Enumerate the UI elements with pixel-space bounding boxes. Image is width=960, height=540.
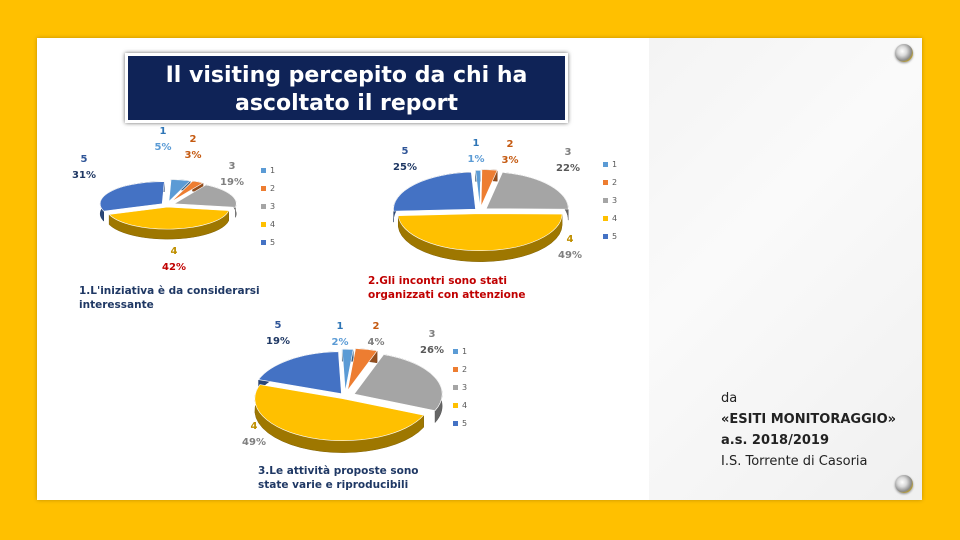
pie-1-legend-swatch bbox=[261, 222, 266, 227]
pie-2-slice-2 bbox=[480, 169, 498, 207]
pie-2-legend-label: 2 bbox=[612, 178, 617, 187]
pie-1-category-label: 3 bbox=[229, 161, 236, 172]
pie-3-category-label: 2 bbox=[373, 321, 380, 332]
pie-1-legend-label: 3 bbox=[270, 202, 275, 211]
pie-1-slice-3 bbox=[173, 184, 237, 208]
pie-1-slice-5 bbox=[99, 181, 165, 212]
pie-1-legend-swatch bbox=[261, 186, 266, 191]
pie-1-legend-label: 2 bbox=[270, 184, 275, 193]
pie-1-value-label: 19% bbox=[220, 177, 244, 188]
pie-3-value-label: 26% bbox=[420, 345, 444, 356]
pie-3-legend-label: 4 bbox=[462, 401, 467, 410]
pie-2-value-label: 22% bbox=[556, 163, 580, 174]
pie-chart-1: 1 5% 2 3% 3 19% 4 42% 5 31% 1 2 3 4 5 1.L'iniziativa è … bbox=[72, 126, 275, 311]
title-box: Il visiting percepito da chi ha ascoltat… bbox=[125, 53, 568, 123]
pie-3-value-label: 19% bbox=[266, 336, 290, 347]
pie-2-legend-swatch bbox=[603, 162, 608, 167]
pie-3-slice-5 bbox=[258, 351, 342, 395]
pie-3-legend-label: 5 bbox=[462, 419, 467, 428]
pie-2-caption: organizzati con attenzione bbox=[368, 289, 525, 301]
pie-2-value-label: 1% bbox=[468, 154, 485, 165]
pie-3-legend-swatch bbox=[453, 349, 458, 354]
pie-2-legend-label: 4 bbox=[612, 214, 617, 223]
pie-3-legend-label: 1 bbox=[462, 347, 467, 356]
pie-1-value-label: 3% bbox=[185, 150, 202, 161]
pie-3-slice-2 bbox=[347, 348, 378, 391]
pie-2-legend-swatch bbox=[603, 198, 608, 203]
pie-3-caption: 3.Le attività proposte sono bbox=[258, 465, 419, 477]
pie-1-category-label: 5 bbox=[81, 154, 88, 165]
pie-1-slice-1 bbox=[168, 179, 191, 203]
pie-2-slice-4 bbox=[397, 213, 563, 251]
pie-1-legend-swatch bbox=[261, 168, 266, 173]
pie-2-legend-label: 5 bbox=[612, 232, 617, 241]
pie-1-category-label: 2 bbox=[190, 134, 197, 145]
pie-3-category-label: 3 bbox=[429, 329, 436, 340]
pie-3-caption: state varie e riproducibili bbox=[258, 479, 408, 491]
pie-2-category-label: 2 bbox=[507, 139, 514, 150]
pie-3-value-label: 2% bbox=[332, 337, 349, 348]
source-line-2: «ESITI MONITORAGGIO» bbox=[721, 412, 897, 427]
pie-2-slice-1 bbox=[475, 170, 481, 208]
pie-2-category-label: 3 bbox=[565, 147, 572, 158]
pie-3-category-label: 5 bbox=[275, 320, 282, 331]
title-line-2: ascoltato il report bbox=[234, 91, 459, 116]
source-line-3: a.s. 2018/2019 bbox=[721, 433, 830, 448]
pie-1-category-label: 1 bbox=[160, 126, 167, 137]
pie-1-category-label: 4 bbox=[171, 246, 178, 257]
pie-1-caption: interessante bbox=[79, 299, 154, 311]
pie-2-category-label: 4 bbox=[567, 234, 574, 245]
pie-1-caption: 1.L'iniziativa è da considerarsi bbox=[79, 285, 260, 297]
pie-chart-3: 1 2% 2 4% 3 26% 4 49% 5 19% 1 2 3 4 5 3.Le attività pro… bbox=[242, 320, 467, 491]
pie-2-legend-swatch bbox=[603, 234, 608, 239]
pie-3-category-label: 4 bbox=[251, 421, 258, 432]
pie-2-value-label: 49% bbox=[558, 250, 582, 261]
pie-2-legend-label: 1 bbox=[612, 160, 617, 169]
source-line-4: I.S. Torrente di Casoria bbox=[721, 454, 868, 469]
pie-1-value-label: 5% bbox=[155, 142, 172, 153]
pie-1-legend-label: 5 bbox=[270, 238, 275, 247]
pie-2-caption: 2.Gli incontri sono stati bbox=[368, 275, 507, 287]
pie-1-legend-swatch bbox=[261, 240, 266, 245]
title-line-1: Il visiting percepito da chi ha bbox=[165, 63, 528, 88]
pie-3-legend-swatch bbox=[453, 367, 458, 372]
pie-2-legend-swatch bbox=[603, 216, 608, 221]
pie-chart-2: 1 1% 2 3% 3 22% 4 49% 5 25% 1 2 3 4 5 2.Gli incontri so… bbox=[368, 138, 617, 301]
pie-2-slice-5 bbox=[393, 171, 476, 212]
pie-2-legend-swatch bbox=[603, 180, 608, 185]
pie-3-legend-swatch bbox=[453, 403, 458, 408]
pie-2-category-label: 5 bbox=[402, 146, 409, 157]
pie-3-legend-swatch bbox=[453, 385, 458, 390]
pie-3-legend-swatch bbox=[453, 421, 458, 426]
pie-3-slice-3 bbox=[353, 354, 443, 411]
pie-2-legend-label: 3 bbox=[612, 196, 617, 205]
pie-2-slice-3 bbox=[485, 172, 569, 210]
pie-3-category-label: 1 bbox=[337, 321, 344, 332]
pin-icon bbox=[895, 475, 913, 493]
pie-3-slice-1 bbox=[341, 348, 354, 392]
pie-3-slice-4 bbox=[254, 384, 425, 441]
pin-icon bbox=[895, 44, 913, 62]
pie-3-value-label: 4% bbox=[368, 337, 385, 348]
pie-1-slice-4 bbox=[108, 206, 230, 230]
pie-1-legend-label: 1 bbox=[270, 166, 275, 175]
slide: Il visiting percepito da chi ha ascoltat… bbox=[37, 38, 922, 500]
pie-1-legend-label: 4 bbox=[270, 220, 275, 229]
pie-1-legend-swatch bbox=[261, 204, 266, 209]
pie-2-value-label: 3% bbox=[502, 155, 519, 166]
pie-3-legend-label: 2 bbox=[462, 365, 467, 374]
pie-1-value-label: 31% bbox=[72, 170, 96, 181]
pie-2-value-label: 25% bbox=[393, 162, 417, 173]
source-note: da «ESITI MONITORAGGIO» a.s. 2018/2019 I… bbox=[721, 388, 896, 472]
source-line-1: da bbox=[721, 391, 738, 406]
pie-3-value-label: 49% bbox=[242, 437, 266, 448]
pie-3-legend-label: 3 bbox=[462, 383, 467, 392]
pie-2-category-label: 1 bbox=[473, 138, 480, 149]
pie-1-value-label: 42% bbox=[162, 262, 186, 273]
pie-1-slice-2 bbox=[171, 180, 204, 203]
slide-texture-panel bbox=[649, 38, 922, 500]
